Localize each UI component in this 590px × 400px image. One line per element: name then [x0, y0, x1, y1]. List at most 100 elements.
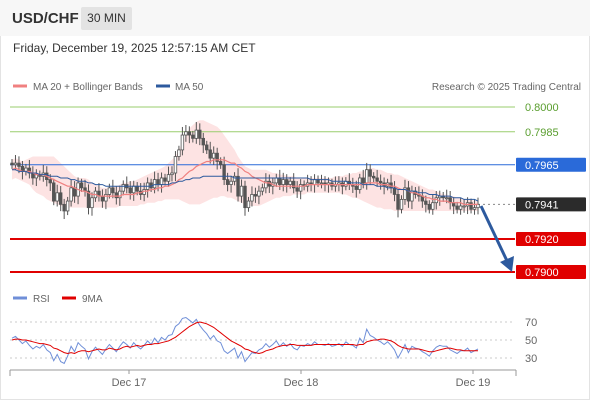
resistance-label: 0.8000 [525, 102, 559, 114]
candle-body [13, 162, 18, 166]
candle-body [243, 185, 247, 209]
candle-body [399, 198, 404, 210]
rsi-line [11, 316, 479, 365]
rsi-ma-line [11, 321, 478, 355]
candle-body [361, 177, 365, 184]
candle-body [455, 205, 459, 210]
rsi-tick-label: 70 [525, 317, 537, 329]
candle-body [198, 129, 202, 139]
candle-body [368, 169, 372, 177]
price-tag-label: 0.7920 [525, 234, 559, 246]
candle-body [156, 179, 160, 185]
credit-text: Research © 2025 Trading Central [432, 82, 581, 93]
candle-body [184, 131, 188, 136]
candle-body [201, 137, 205, 146]
candle-body [295, 187, 299, 192]
candles-group [10, 122, 480, 220]
price-tag-label: 0.7941 [525, 199, 559, 211]
candle-body [187, 131, 192, 136]
candle-body [312, 179, 317, 185]
candle-body [10, 162, 14, 166]
x-tick-label: Dec 17 [112, 377, 147, 389]
forecast-arrow-head [500, 256, 514, 272]
price-tag-label: 0.7965 [525, 160, 559, 172]
x-tick-label: Dec 19 [456, 377, 491, 389]
candle-body [250, 194, 254, 202]
candle-body [431, 202, 435, 210]
candle-body [79, 182, 84, 189]
candle-body [135, 185, 139, 192]
price-tag-label: 0.7900 [525, 267, 559, 279]
candle-body [173, 156, 178, 174]
candle-body [191, 134, 195, 139]
candle-body [462, 205, 466, 208]
candle-body [90, 197, 94, 209]
ma20-legend-label: MA 20 + Bollinger Bands [33, 82, 143, 93]
candle-body [246, 200, 251, 209]
candle-body [225, 179, 230, 185]
resistance-label: 0.7985 [525, 127, 559, 139]
price-tag-support [516, 232, 586, 246]
candle-body [128, 187, 132, 194]
candle-body [288, 180, 292, 185]
candle-body [58, 192, 63, 205]
candle-body [152, 179, 157, 189]
candle-body [365, 169, 369, 184]
rsi-ma-legend-label: 9MA [82, 294, 103, 305]
candle-body [260, 187, 265, 192]
candle-body [205, 144, 209, 151]
candle-body [472, 207, 477, 210]
candle-body [100, 195, 105, 202]
candle-body [375, 177, 379, 182]
header-bar: USD/CHF 30 MIN [0, 0, 590, 36]
candle-body [121, 184, 125, 192]
rsi-tick-label: 50 [525, 335, 537, 347]
candle-body [229, 180, 233, 185]
candle-body [458, 205, 463, 210]
rsi-tick-label: 30 [525, 353, 537, 365]
candle-body [378, 180, 383, 184]
candle-body [274, 177, 278, 184]
candle-body [278, 177, 282, 185]
candle-body [424, 200, 428, 205]
candle-body [52, 182, 56, 202]
candle-body [371, 175, 376, 179]
candle-body [445, 197, 449, 200]
ma50-legend-label: MA 50 [175, 82, 204, 93]
ma50-line [12, 169, 479, 202]
candle-body [72, 187, 77, 197]
candle-body [55, 192, 59, 202]
candle-body [298, 184, 303, 192]
candle-body [163, 177, 167, 182]
rsi-legend-label: RSI [33, 294, 50, 305]
candle-body [111, 187, 115, 194]
candle-body [232, 175, 237, 182]
candle-body [264, 180, 268, 189]
candle-body [118, 190, 122, 199]
candle-body [218, 161, 223, 166]
candle-body [291, 180, 296, 189]
candle-body [253, 194, 258, 197]
price-tag-current [516, 197, 586, 212]
candle-body [319, 182, 324, 185]
candle-body [354, 185, 358, 190]
price-tag-pivot [516, 157, 586, 172]
candle-body [215, 152, 219, 162]
timeframe-button[interactable]: 30 MIN [81, 7, 132, 30]
candle-body [132, 185, 136, 194]
bollinger-band [12, 120, 478, 211]
candle-body [180, 134, 185, 151]
candle-body [281, 179, 285, 185]
candle-body [194, 129, 199, 139]
candle-body [86, 190, 91, 209]
ma20-line [11, 159, 478, 205]
candle-body [236, 175, 240, 197]
candle-body [208, 149, 212, 159]
candle-body [48, 179, 52, 184]
candle-body [257, 190, 261, 197]
forecast-arrow-shaft [479, 205, 510, 264]
candle-body [170, 172, 174, 176]
candle-body [406, 187, 411, 202]
candle-body [212, 152, 216, 159]
